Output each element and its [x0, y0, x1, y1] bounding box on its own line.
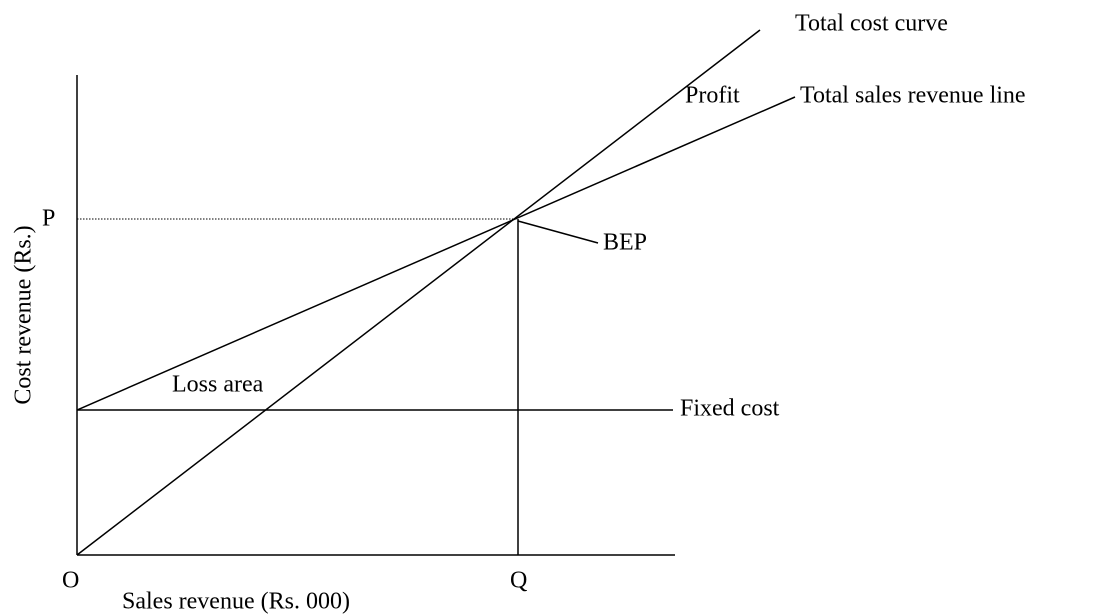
profit-label: Profit	[685, 83, 740, 109]
y-axis-label: Cost revenue (Rs.)	[11, 225, 37, 404]
x-axis-label: Sales revenue (Rs. 000)	[122, 589, 350, 615]
loss-area-label: Loss area	[172, 372, 264, 398]
p-label: P	[42, 206, 55, 232]
total-sales-line	[76, 96, 796, 411]
total-cost-label: Total cost curve	[795, 11, 948, 37]
bep-label: BEP	[603, 230, 647, 256]
total-cost-line	[76, 29, 761, 556]
q-label: Q	[510, 568, 527, 594]
fixed-cost-label: Fixed cost	[680, 396, 780, 422]
origin-label: O	[62, 568, 79, 594]
total-sales-label: Total sales revenue line	[800, 83, 1026, 109]
bep-pointer	[517, 220, 599, 244]
